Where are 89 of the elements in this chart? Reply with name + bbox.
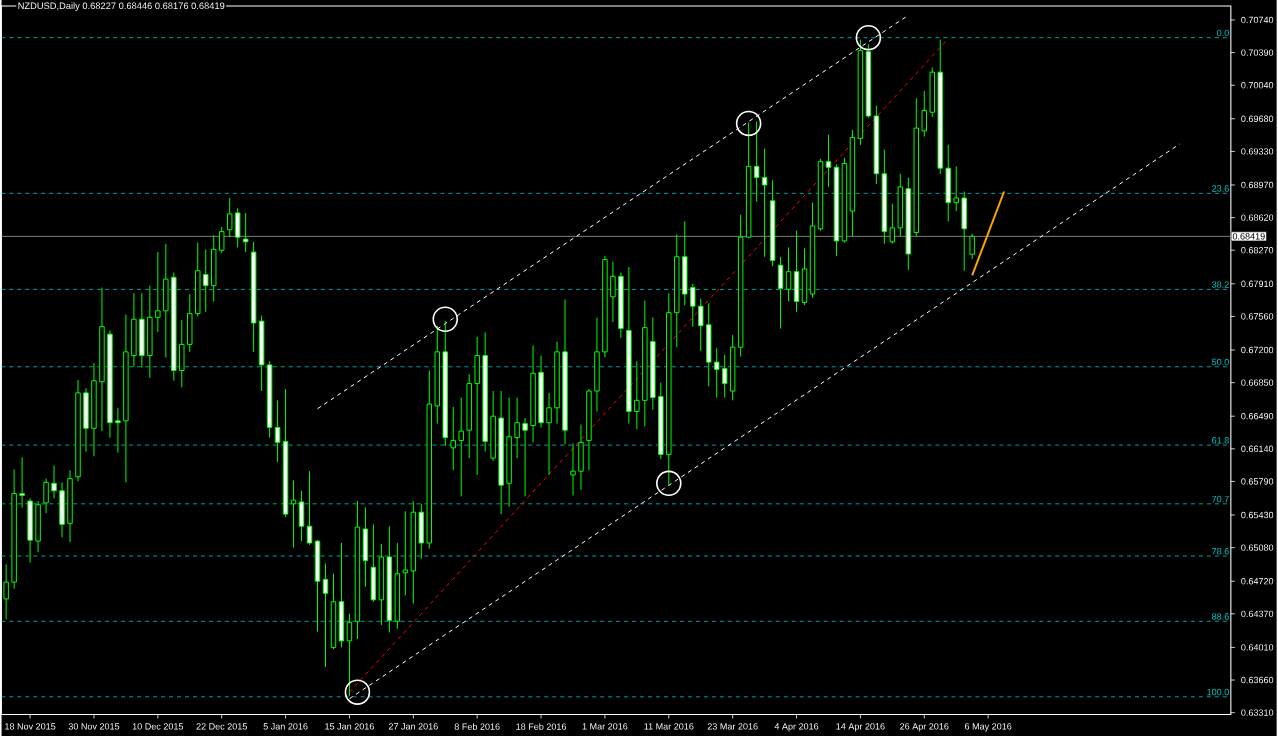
candlestick [450,406,456,471]
annotation: 100.0 [1207,688,1229,695]
point [735,110,762,136]
candlestick [242,212,249,253]
candlestick [825,133,832,188]
candlestick [514,396,520,459]
candlestick [290,479,297,548]
y-tick-label: 0.63310 [1241,709,1274,716]
x-tick-label: 15 Jan 2016 [325,722,374,730]
y-tick-label: 0.66850 [1241,379,1274,386]
candlestick [226,197,233,238]
annotation: 70.7 [1212,495,1229,502]
candlestick [570,442,576,496]
point [432,306,459,332]
ref-line-label: 0.68419 [1232,232,1265,240]
candlestick [522,417,528,497]
y-tick-label: 0.66490 [1241,412,1274,420]
point [344,679,371,705]
y-tick-label: 0.64010 [1241,643,1274,651]
candlestick [306,470,313,546]
candlestick [697,297,704,352]
y-tick-label: 0.65080 [1241,544,1274,551]
y-tick-label: 0.64370 [1241,610,1274,617]
candlestick [713,347,720,398]
y-tick-label: 0.67560 [1241,312,1274,320]
y-tick-label: 0.70740 [1241,16,1274,23]
annotation: 38.2 [1211,281,1229,288]
x-tick-label: 8 Feb 2016 [454,722,500,730]
x-tick-label: 27 Jan 2016 [388,722,438,730]
x-tick-label: 18 Nov 2015 [5,722,56,730]
candlestick [155,251,161,333]
chart-title: NZDUSD,Daily 0.68227 0.68446 0.68176 0.68419 [18,2,225,11]
candlestick [274,399,281,463]
annotation: 78.6 [1212,547,1229,555]
y-tick-label: 0.69680 [1241,115,1274,122]
y-tick-label: 0.68970 [1241,181,1274,188]
annotation: 88.6 [1212,613,1229,620]
x-tick-label: 4 Apr 2016 [774,722,819,732]
candlestick [322,562,329,668]
candlestick [43,477,49,514]
y-tick-label: 0.64720 [1241,577,1274,585]
candlestick [761,147,768,258]
point [656,470,682,496]
candlestick [690,283,696,327]
candlestick [115,407,121,453]
x-tick-label: 30 Nov 2015 [68,722,120,730]
y-tick-label: 0.65790 [1241,478,1274,485]
x-tick-label: 23 Mar 2016 [707,722,758,730]
y-tick-label: 0.69330 [1241,147,1274,155]
candlestick [634,360,640,430]
x-tick-label: 11 Mar 2016 [644,722,694,730]
candlestick [785,246,792,302]
annotation: 61.8 [1212,436,1229,444]
x-tick-label: 1 Mar 2016 [582,722,628,730]
annotation: 23.6 [1212,185,1229,192]
y-tick-label: 0.66140 [1241,445,1274,452]
x-tick-label: 18 Feb 2016 [516,722,567,730]
candlestick [546,392,552,476]
y-tick-label: 0.67200 [1241,346,1274,353]
y-tick-label: 0.70390 [1241,49,1274,56]
x-tick-label: 10 Dec 2015 [132,722,184,730]
candlestick [921,90,928,137]
candlestick [19,456,25,508]
y-tick-label: 0.68270 [1241,246,1274,254]
y-tick-label: 0.67910 [1241,280,1274,287]
annotation: 50.0 [1211,358,1229,365]
candlestick [953,165,959,212]
candlestick [203,248,209,313]
candlestick [610,260,616,323]
candlestick [458,396,464,497]
point [855,24,882,51]
x-tick-label: 5 Jan 2016 [263,722,308,730]
annotation: 0.0 [1217,29,1229,36]
candlestick [402,510,409,596]
y-tick-label: 0.63660 [1241,676,1274,683]
y-tick-label: 0.68620 [1241,214,1274,221]
x-tick-label: 14 Apr 2016 [836,722,885,732]
candlestick [777,256,784,329]
candlestick [218,226,225,254]
x-tick-label: 22 Dec 2015 [196,722,247,730]
y-tick-label: 0.70040 [1241,81,1274,89]
candlestick [721,353,728,398]
y-tick-label: 0.65430 [1241,511,1274,518]
candlestick [889,202,896,244]
candlestick [51,464,57,499]
candlestick [346,613,353,697]
x-tick-label: 26 Apr 2016 [900,722,949,732]
candlestick [969,233,975,260]
x-tick-label: 6 May 2016 [964,722,1012,732]
